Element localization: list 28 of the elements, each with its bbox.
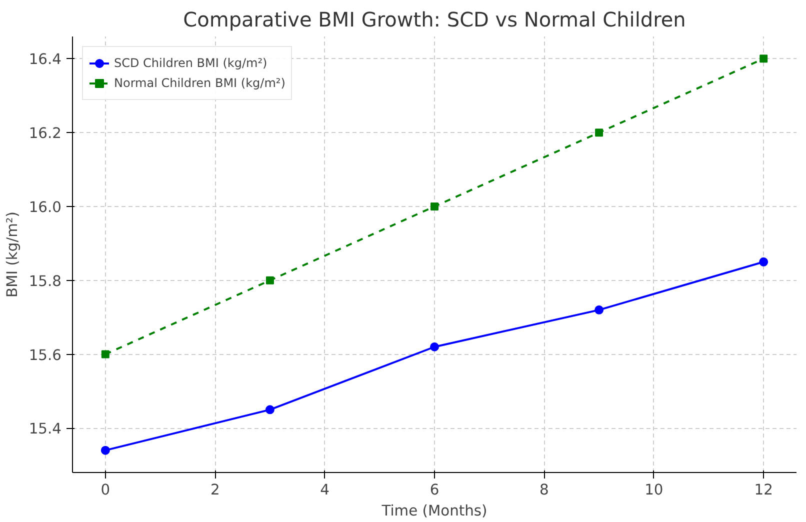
y-tick-label: 16.2	[28, 125, 62, 142]
y-tick-label: 15.8	[28, 272, 62, 290]
point	[759, 257, 768, 266]
point	[595, 128, 604, 137]
point	[101, 350, 110, 358]
chart-title: Comparative BMI Growth: SCD vs Normal Children	[183, 8, 686, 32]
x-tick-label: 2	[210, 482, 220, 498]
y-tick-label: 16.4	[28, 51, 62, 68]
x-tick-label: 4	[320, 482, 330, 498]
x-tick-label: 12	[754, 482, 773, 498]
legend-label: Normal Children BMI (kg/m²)	[114, 76, 286, 90]
x-tick-label: 0	[100, 482, 110, 498]
point	[760, 54, 768, 63]
y-axis-title: BMI (kg/m²)	[4, 212, 21, 298]
point	[266, 276, 274, 284]
y-tick-label: 15.6	[28, 346, 62, 364]
point	[100, 446, 110, 455]
x-tick-label: 6	[430, 482, 440, 498]
y-tick-label: 16.0	[28, 198, 62, 216]
x-axis-title: Time (Months)	[380, 502, 488, 520]
y-tick-label: 15.4	[28, 420, 62, 438]
point	[265, 405, 274, 414]
point	[594, 305, 604, 314]
point	[430, 202, 438, 210]
point	[430, 342, 439, 352]
x-tick-label: 10	[644, 482, 664, 498]
legend-label: SCD Children BMI (kg/m²)	[114, 56, 268, 70]
x-tick-label: 8	[540, 482, 549, 498]
